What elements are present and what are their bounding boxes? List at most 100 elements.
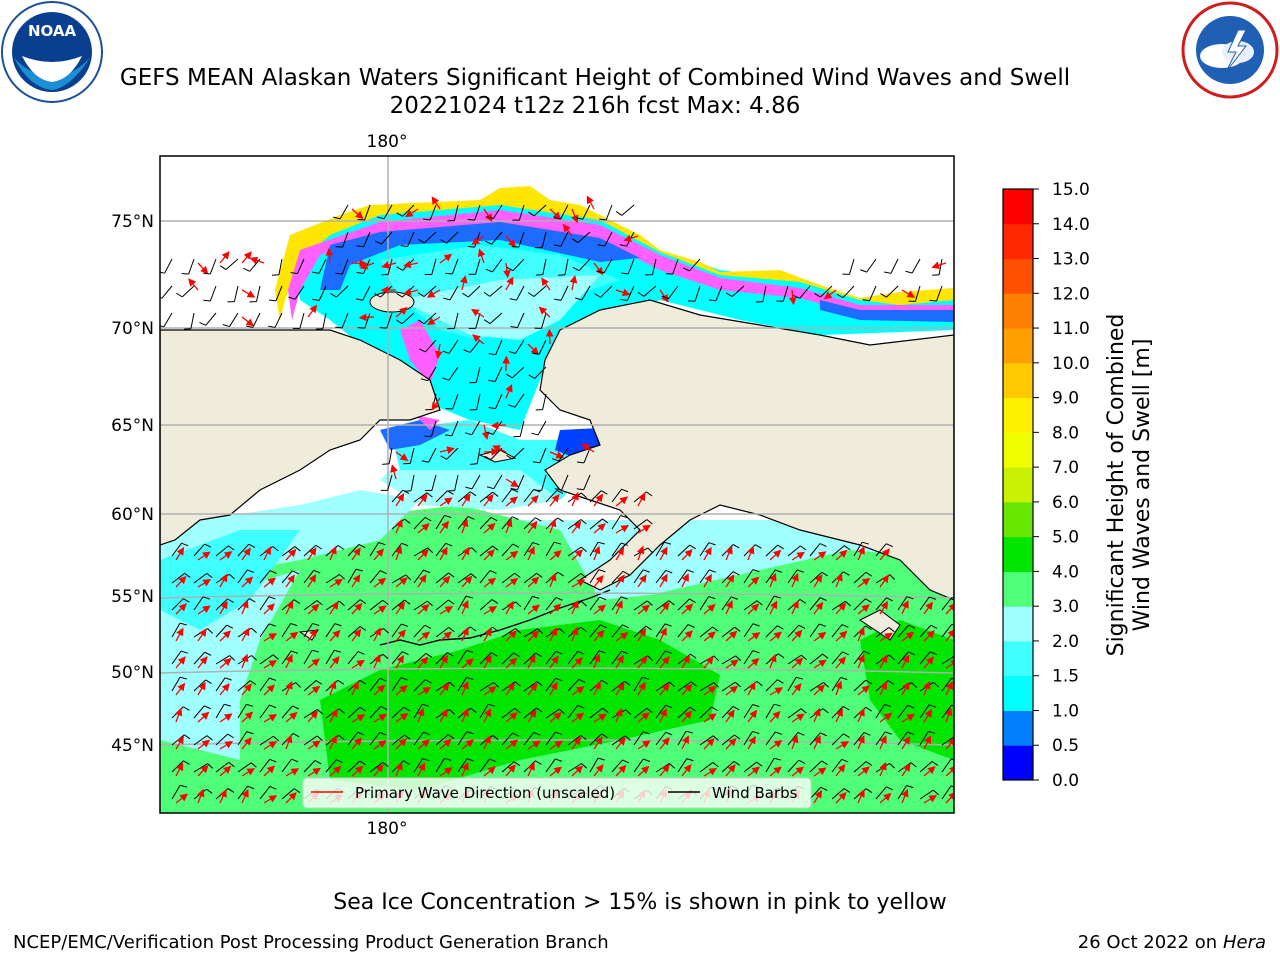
- wave-arrow: [562, 223, 573, 237]
- wind-barb-flag: [405, 574, 412, 581]
- wave-arrow: [390, 464, 398, 480]
- wave-arrow: [329, 629, 341, 642]
- wind-barb-flag: [906, 596, 914, 600]
- wave-arrow: [417, 762, 426, 777]
- wave-arrow: [637, 681, 646, 696]
- wind-barb-flag: [711, 706, 718, 712]
- wind-barb: [181, 285, 195, 298]
- wind-barb-flag: [752, 569, 760, 573]
- wind-barb-flag: [820, 732, 827, 737]
- wave-arrow: [581, 443, 595, 453]
- wind-barb-flag: [335, 246, 343, 248]
- wave-arrow: [835, 656, 847, 669]
- wind-barb: [523, 596, 533, 611]
- wind-barb-flag: [513, 652, 520, 658]
- wave-arrow: [439, 767, 453, 777]
- wind-barb-flag: [179, 676, 187, 680]
- wind-barb: [853, 571, 867, 584]
- wind-barb-flag: [580, 734, 587, 741]
- wind-barb-flag: [462, 292, 469, 298]
- wind-barb: [188, 258, 195, 275]
- wind-barb-flag: [379, 327, 387, 329]
- wind-barb: [318, 258, 327, 274]
- wind-barb-flag: [374, 293, 381, 298]
- wind-barb: [787, 624, 800, 638]
- wind-barb-flag: [646, 491, 653, 497]
- wind-barb-flag: [181, 273, 189, 275]
- lat-label: 50°N: [111, 663, 154, 683]
- wind-barb-flag: [814, 292, 821, 298]
- wind-barb-flag: [493, 682, 500, 688]
- wave-arrow: [505, 550, 519, 561]
- wave-arrow: [395, 654, 405, 669]
- colorbar-tick-label: 15.0: [1052, 180, 1090, 200]
- wave-arrow: [901, 654, 910, 669]
- wind-barb-flag: [798, 759, 806, 764]
- footer-host: Hera: [1222, 932, 1266, 953]
- wind-barb: [765, 625, 778, 638]
- wave-arrow: [879, 735, 887, 750]
- wave-arrow: [527, 546, 535, 561]
- wind-barb-flag: [725, 292, 733, 298]
- wave-arrow: [175, 793, 189, 804]
- wind-barb-flag: [821, 571, 828, 577]
- wave-arrow: [813, 659, 827, 669]
- wind-barb-flag: [292, 733, 300, 738]
- wind-barb-flag: [555, 731, 563, 736]
- wave-arrow: [241, 289, 256, 298]
- wind-barb-flag: [932, 274, 940, 276]
- wind-barb: [299, 312, 305, 329]
- wind-barb-flag: [929, 596, 936, 600]
- wave-arrow: [823, 289, 837, 300]
- wind-barb: [237, 569, 248, 584]
- wave-arrow: [593, 575, 604, 588]
- wind-barb: [339, 204, 349, 220]
- wave-arrow: [490, 421, 507, 430]
- wind-barb: [533, 285, 547, 297]
- wind-barb: [347, 599, 361, 611]
- wind-barb-flag: [383, 628, 390, 634]
- wave-arrow: [571, 579, 586, 588]
- wind-barb-flag: [466, 758, 474, 762]
- wind-barb-flag: [865, 625, 872, 630]
- wind-barb: [161, 285, 173, 299]
- wind-barb-flag: [508, 404, 516, 408]
- wind-barb-flag: [642, 569, 650, 573]
- wind-barb-flag: [486, 215, 494, 219]
- wave-arrow: [461, 627, 469, 642]
- colorbar-tick-label: 0.5: [1052, 736, 1079, 756]
- wind-barb-flag: [532, 461, 540, 464]
- wind-barb: [259, 596, 270, 611]
- wave-arrow: [439, 497, 453, 507]
- wind-barb: [347, 568, 357, 584]
- wind-barb-flag: [447, 490, 454, 495]
- wave-arrow: [901, 631, 915, 642]
- wind-barb: [475, 366, 481, 383]
- wave-arrow: [923, 735, 932, 750]
- wind-barb-flag: [314, 760, 322, 765]
- wind-barb-flag: [268, 325, 276, 328]
- wind-barb: [281, 758, 292, 773]
- wave-arrow: [461, 658, 474, 669]
- colorbar-swatch: [1003, 710, 1033, 746]
- wind-barb-flag: [865, 761, 873, 766]
- wind-barb-flag: [906, 785, 914, 789]
- wind-barb: [347, 731, 359, 746]
- wave-arrow: [659, 708, 667, 723]
- wave-arrow: [681, 683, 693, 696]
- wind-barb-flag: [250, 627, 257, 634]
- wind-barb: [560, 285, 569, 301]
- wave-arrow: [747, 576, 760, 588]
- wind-barb-flag: [506, 454, 513, 460]
- wind-barb-flag: [229, 655, 236, 661]
- wind-barb-flag: [553, 217, 561, 220]
- wind-barb-flag: [293, 788, 301, 793]
- wind-barb: [259, 654, 274, 665]
- wave-arrow: [538, 306, 551, 318]
- wind-barb-flag: [665, 569, 673, 574]
- wind-barb-flag: [708, 542, 716, 546]
- wave-arrow: [549, 550, 562, 561]
- wind-barb: [347, 760, 361, 773]
- wind-barb-flag: [202, 596, 210, 600]
- wind-barb: [215, 703, 225, 719]
